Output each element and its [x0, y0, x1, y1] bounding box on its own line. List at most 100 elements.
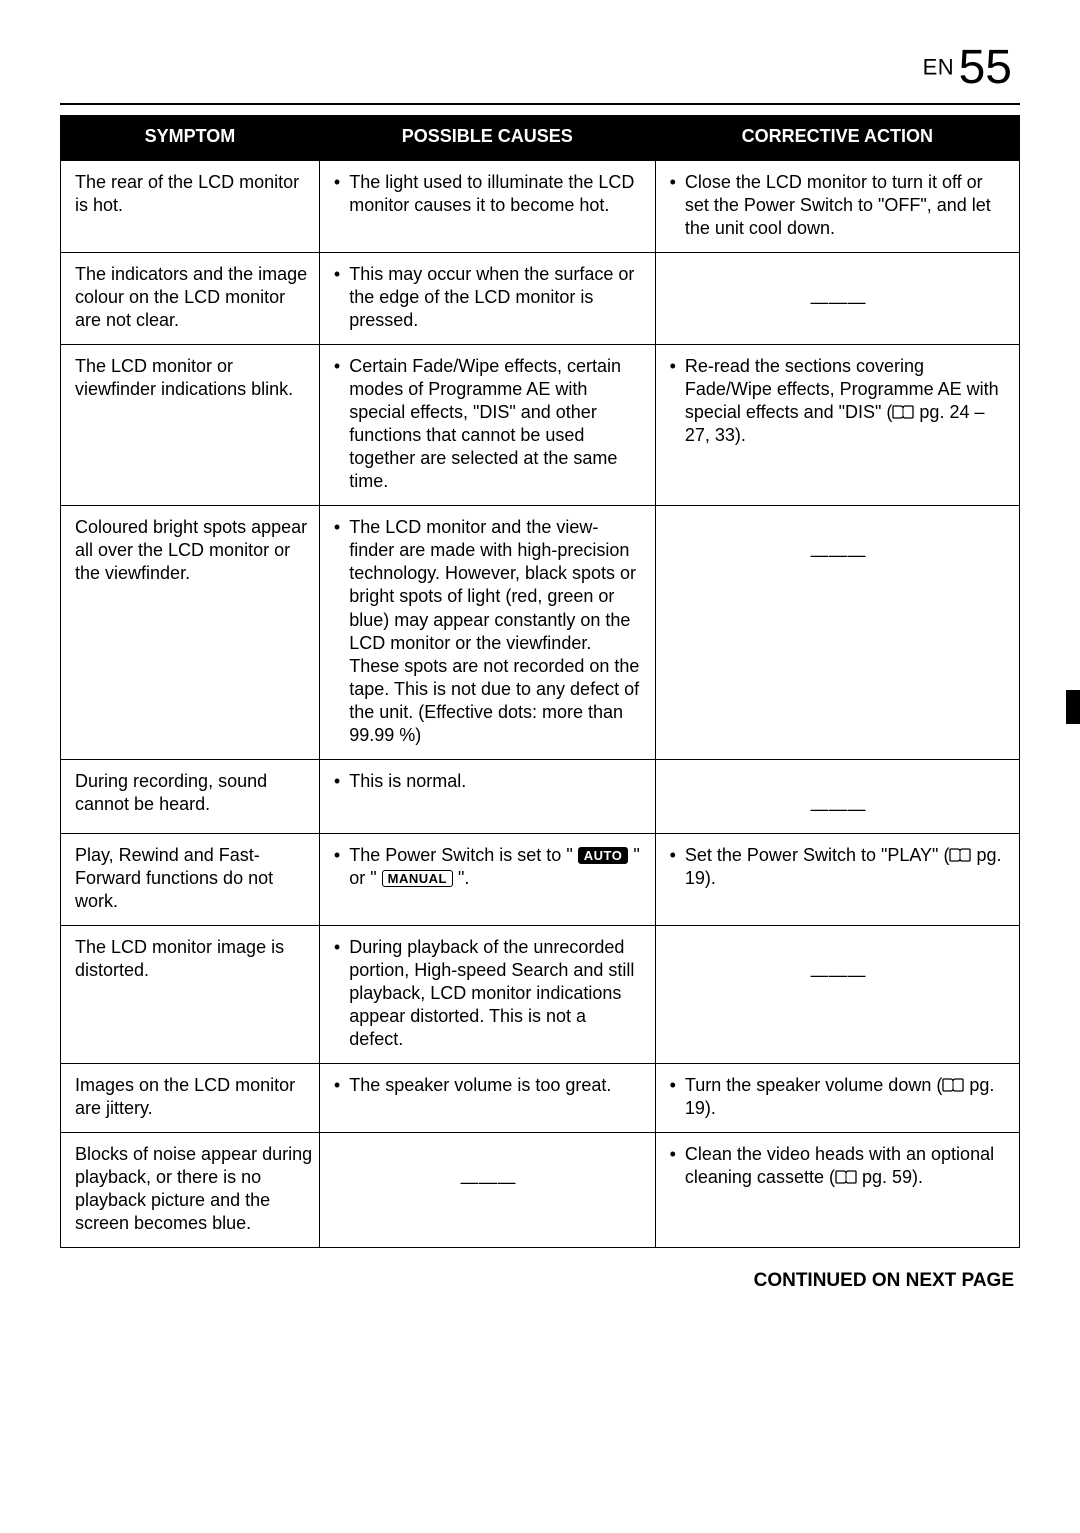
symptom-text: The LCD monitor or viewfinder indication…	[75, 356, 293, 399]
table-body: The rear of the LCD monitor is hot. • The…	[61, 159, 1020, 1248]
bullet-item: • Clean the video heads with an optional…	[670, 1143, 1007, 1189]
table-row: The LCD monitor or viewfinder indication…	[61, 345, 1020, 506]
page-ref-icon	[892, 402, 914, 422]
bullet-dot-icon: •	[670, 171, 681, 194]
cause-cell: • The LCD monitor and the view-finder ar…	[319, 506, 655, 759]
bullet-dot-icon: •	[334, 516, 345, 539]
symptom-cell: Images on the LCD monitor are jittery.	[61, 1063, 320, 1132]
bullet-item: • During playback of the unrecorded port…	[334, 936, 643, 1051]
symptom-text: Play, Rewind and Fast-Forward functions …	[75, 845, 273, 911]
manual-page: EN 55 SYMPTOM POSSIBLE CAUSES CORRECTIVE…	[0, 0, 1080, 1533]
bullet-item: • Set the Power Switch to "PLAY" ( pg. 1…	[670, 844, 1007, 890]
dash-placeholder: ———	[670, 516, 1007, 567]
dash-placeholder: ———	[670, 936, 1007, 987]
symptom-cell: The indicators and the image colour on t…	[61, 253, 320, 345]
bullet-text: Re-read the sections covering Fade/Wipe …	[685, 355, 1007, 447]
action-cell: • Close the LCD monitor to turn it off o…	[655, 159, 1019, 253]
col-header-symptom: SYMPTOM	[61, 116, 320, 160]
bullet-dot-icon: •	[334, 936, 345, 959]
col-header-action: CORRECTIVE ACTION	[655, 116, 1019, 160]
table-row: Images on the LCD monitor are jittery. • …	[61, 1063, 1020, 1132]
action-cell: • Clean the video heads with an optional…	[655, 1133, 1019, 1248]
table-row: Play, Rewind and Fast-Forward functions …	[61, 833, 1020, 925]
table-row: The LCD monitor image is distorted. • Dur…	[61, 925, 1020, 1063]
continued-footer: CONTINUED ON NEXT PAGE	[60, 1270, 1020, 1292]
table-row: Blocks of noise appear during playback, …	[61, 1133, 1020, 1248]
symptom-cell: The LCD monitor image is distorted.	[61, 925, 320, 1063]
symptom-text: The rear of the LCD monitor is hot.	[75, 172, 299, 215]
bullet-dot-icon: •	[670, 355, 681, 378]
bullet-text: The light used to illuminate the LCD mon…	[349, 171, 642, 217]
symptom-text: Coloured bright spots appear all over th…	[75, 517, 307, 583]
bullet-item: • Re-read the sections covering Fade/Wip…	[670, 355, 1007, 447]
cause-cell: ———	[319, 1133, 655, 1248]
cause-cell: • The Power Switch is set to " AUTO " or…	[319, 833, 655, 925]
bullet-item: • The LCD monitor and the view-finder ar…	[334, 516, 643, 746]
bullet-dot-icon: •	[334, 844, 345, 867]
bullet-dot-icon: •	[670, 1074, 681, 1097]
action-cell: ———	[655, 506, 1019, 759]
bullet-text: Set the Power Switch to "PLAY" ( pg. 19)…	[685, 844, 1007, 890]
action-cell: • Turn the speaker volume down ( pg. 19)…	[655, 1063, 1019, 1132]
table-row: During recording, sound cannot be heard.…	[61, 759, 1020, 833]
bullet-text: Turn the speaker volume down ( pg. 19).	[685, 1074, 1007, 1120]
bullet-text: During playback of the unrecorded portio…	[349, 936, 642, 1051]
table-row: The indicators and the image colour on t…	[61, 253, 1020, 345]
page-ref-icon	[942, 1075, 964, 1095]
bullet-item: • This is normal.	[334, 770, 643, 793]
action-cell: • Re-read the sections covering Fade/Wip…	[655, 345, 1019, 506]
bullet-item: • This may occur when the surface or the…	[334, 263, 643, 332]
dash-placeholder: ———	[334, 1143, 643, 1194]
symptom-cell: Coloured bright spots appear all over th…	[61, 506, 320, 759]
symptom-text: Images on the LCD monitor are jittery.	[75, 1075, 295, 1118]
bullet-text: Certain Fade/Wipe effects, certain modes…	[349, 355, 642, 493]
action-cell: ———	[655, 253, 1019, 345]
bullet-text: Close the LCD monitor to turn it off or …	[685, 171, 1007, 240]
symptom-text: Blocks of noise appear during playback, …	[75, 1144, 312, 1233]
bullet-item: • The Power Switch is set to " AUTO " or…	[334, 844, 643, 890]
cause-cell: • The speaker volume is too great.	[319, 1063, 655, 1132]
page-number-block: EN 55	[60, 40, 1020, 95]
page-lang-label: EN	[923, 55, 955, 80]
symptom-cell: The rear of the LCD monitor is hot.	[61, 159, 320, 253]
bullet-text: The speaker volume is too great.	[349, 1074, 642, 1097]
bullet-dot-icon: •	[334, 1074, 345, 1097]
auto-badge-icon: AUTO	[578, 847, 629, 865]
action-cell: ———	[655, 925, 1019, 1063]
cause-cell: • Certain Fade/Wipe effects, certain mod…	[319, 345, 655, 506]
cause-cell: • This may occur when the surface or the…	[319, 253, 655, 345]
dash-placeholder: ———	[670, 263, 1007, 314]
symptom-cell: During recording, sound cannot be heard.	[61, 759, 320, 833]
bullet-item: • The light used to illuminate the LCD m…	[334, 171, 643, 217]
bullet-text: This is normal.	[349, 770, 642, 793]
bullet-dot-icon: •	[670, 1143, 681, 1166]
bullet-dot-icon: •	[670, 844, 681, 867]
page-number: 55	[959, 41, 1012, 94]
cause-cell: • The light used to illuminate the LCD m…	[319, 159, 655, 253]
bullet-item: • Certain Fade/Wipe effects, certain mod…	[334, 355, 643, 493]
edge-tab-icon	[1066, 690, 1080, 724]
symptom-cell: The LCD monitor or viewfinder indication…	[61, 345, 320, 506]
cause-cell: • During playback of the unrecorded port…	[319, 925, 655, 1063]
page-ref-icon	[949, 845, 971, 865]
troubleshoot-table: SYMPTOM POSSIBLE CAUSES CORRECTIVE ACTIO…	[60, 115, 1020, 1248]
table-row: Coloured bright spots appear all over th…	[61, 506, 1020, 759]
bullet-text: The Power Switch is set to " AUTO " or "…	[349, 844, 642, 890]
bullet-item: • The speaker volume is too great.	[334, 1074, 643, 1097]
header-rule	[60, 103, 1020, 105]
symptom-text: During recording, sound cannot be heard.	[75, 771, 267, 814]
bullet-item: • Close the LCD monitor to turn it off o…	[670, 171, 1007, 240]
bullet-text: The LCD monitor and the view-finder are …	[349, 516, 642, 746]
action-cell: ———	[655, 759, 1019, 833]
action-cell: • Set the Power Switch to "PLAY" ( pg. 1…	[655, 833, 1019, 925]
bullet-text: Clean the video heads with an optional c…	[685, 1143, 1007, 1189]
bullet-dot-icon: •	[334, 770, 345, 793]
bullet-dot-icon: •	[334, 263, 345, 286]
symptom-text: The LCD monitor image is distorted.	[75, 937, 284, 980]
page-ref-icon	[835, 1167, 857, 1187]
cause-cell: • This is normal.	[319, 759, 655, 833]
table-header-row: SYMPTOM POSSIBLE CAUSES CORRECTIVE ACTIO…	[61, 116, 1020, 160]
symptom-cell: Play, Rewind and Fast-Forward functions …	[61, 833, 320, 925]
manual-badge-icon: MANUAL	[382, 870, 453, 888]
bullet-dot-icon: •	[334, 171, 345, 194]
